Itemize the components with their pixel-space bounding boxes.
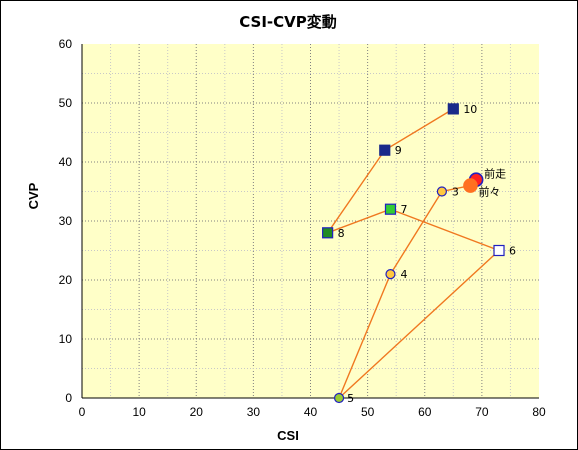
point-label-4: 4 bbox=[400, 268, 407, 281]
x-tick-label: 60 bbox=[418, 405, 432, 419]
x-tick-label: 30 bbox=[247, 405, 261, 419]
point-marker-3 bbox=[436, 186, 447, 197]
point-label-10: 10 bbox=[463, 103, 477, 116]
point-marker-5 bbox=[333, 392, 345, 404]
axes: 0 10 20 30 40 50 60 70 80 0 10 20 30 40 50 60 bbox=[59, 37, 546, 419]
x-tick-label: 40 bbox=[304, 405, 318, 419]
y-axis-title: CVP bbox=[26, 182, 41, 209]
point-marker-9 bbox=[379, 144, 391, 156]
point-label-5: 5 bbox=[347, 392, 354, 405]
point-label-7: 7 bbox=[400, 203, 407, 216]
point-marker-10 bbox=[447, 103, 459, 115]
y-tick-label: 40 bbox=[59, 155, 73, 169]
point-label-前々: 前々 bbox=[478, 185, 500, 199]
chart-title: CSI-CVP変動 bbox=[239, 13, 337, 31]
y-tick-label: 60 bbox=[59, 37, 73, 51]
y-tick-label: 50 bbox=[59, 96, 73, 110]
y-tick-label: 20 bbox=[59, 273, 73, 287]
point-marker-7 bbox=[384, 203, 397, 215]
y-tick-label: 0 bbox=[65, 391, 72, 405]
point-label-9: 9 bbox=[395, 144, 402, 157]
x-tick-label: 50 bbox=[361, 405, 375, 419]
x-tick-label: 80 bbox=[532, 405, 546, 419]
point-label-前走: 前走 bbox=[484, 167, 506, 181]
point-label-6: 6 bbox=[509, 245, 516, 258]
point-label-3: 3 bbox=[452, 186, 459, 199]
point-marker-8 bbox=[322, 227, 334, 239]
grid bbox=[82, 44, 539, 398]
point-marker-6 bbox=[493, 244, 505, 257]
x-tick-label: 20 bbox=[190, 405, 204, 419]
data-points bbox=[322, 103, 505, 404]
x-tick-label: 0 bbox=[79, 405, 86, 419]
x-tick-label: 10 bbox=[132, 405, 146, 419]
x-axis-title: CSI bbox=[277, 428, 299, 443]
y-tick-label: 30 bbox=[59, 214, 73, 228]
point-marker-前々 bbox=[463, 178, 478, 193]
x-tick-label: 70 bbox=[475, 405, 489, 419]
point-marker-4 bbox=[385, 269, 396, 280]
point-label-8: 8 bbox=[338, 227, 345, 240]
y-tick-label: 10 bbox=[59, 332, 73, 346]
